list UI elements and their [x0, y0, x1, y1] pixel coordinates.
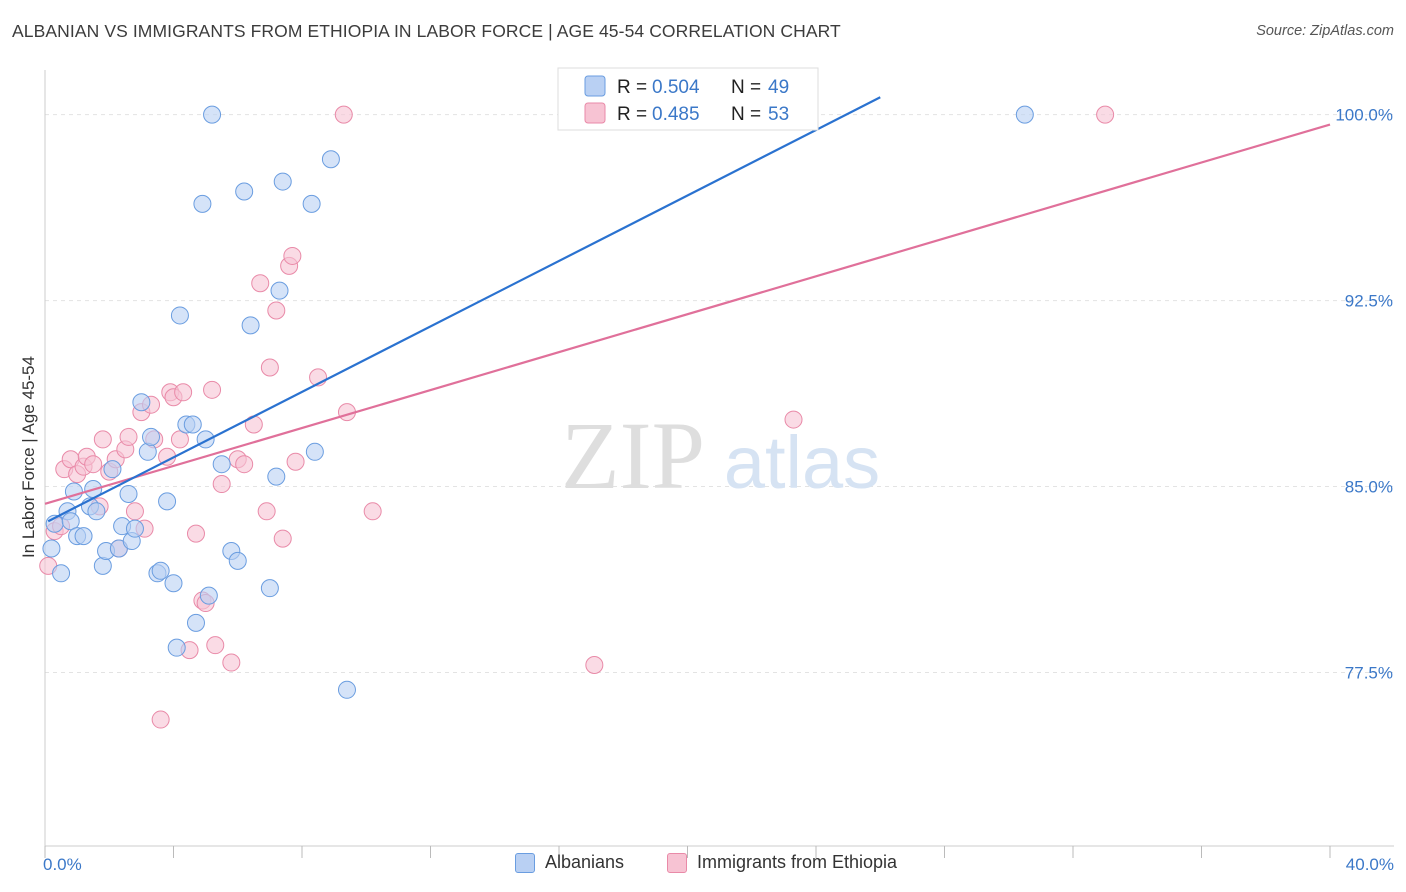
ethiopia-point [186, 524, 205, 543]
ethiopia-point [125, 502, 144, 521]
ethiopia-point [119, 427, 138, 446]
albanians-point [61, 512, 80, 531]
albanians-point [142, 427, 161, 446]
legend-n-value-albanians: 49 [768, 77, 789, 98]
ethiopia-point [286, 452, 305, 471]
ethiopia-point [363, 502, 382, 521]
albanians-point [138, 442, 157, 461]
albanians-point [186, 613, 205, 632]
series-legend: Albanians Immigrants from Ethiopia [0, 852, 1406, 878]
albanians-point [228, 551, 247, 570]
albanians-point [93, 556, 112, 575]
x-tick-label: 0.0% [43, 855, 82, 874]
albanians-point [167, 638, 186, 657]
ethiopia-point [212, 475, 231, 494]
chart-title: ALBANIAN VS IMMIGRANTS FROM ETHIOPIA IN … [12, 21, 841, 41]
legend-n-label-ethiopia: N = [731, 104, 761, 125]
albanians-point [87, 502, 106, 521]
legend-item-ethiopia[interactable]: Immigrants from Ethiopia [667, 852, 897, 873]
legend-n-value-ethiopia: 53 [768, 104, 789, 125]
albanians-point [74, 527, 93, 546]
albanians-point [119, 484, 138, 503]
albanians-point [1015, 105, 1034, 124]
albanians-point [199, 586, 218, 605]
albanians-point [302, 194, 321, 213]
legend-r-value-albanians: 0.504 [652, 77, 700, 98]
albanians-point [267, 467, 286, 486]
albanians-point [212, 455, 231, 474]
correlation-legend: R = 0.504 N = 49 R = 0.485 N = 53 [557, 67, 819, 131]
albanians-point [170, 306, 189, 325]
albanians-swatch [515, 852, 535, 873]
legend-r-value-ethiopia: 0.485 [652, 104, 700, 125]
watermark-atlas: atlas [724, 421, 880, 504]
ethiopia-point [84, 455, 103, 474]
ethiopia-point [170, 430, 189, 449]
legend-swatch-ethiopia [584, 102, 606, 124]
ethiopia-point [784, 410, 803, 429]
albanians-point [196, 430, 215, 449]
trend-lines [44, 96, 1331, 523]
axes: 100.0% 92.5% 85.0% 77.5% 0.0% 40.0% [43, 70, 1394, 874]
albanians-point [193, 194, 212, 213]
albanians-trend-line [47, 96, 881, 523]
legend-swatch-albanians [584, 75, 606, 97]
y-tick-label: 92.5% [1345, 292, 1393, 311]
ethiopia-point [273, 529, 292, 548]
albanians-point [42, 539, 61, 558]
legend-label-ethiopia: Immigrants from Ethiopia [697, 852, 898, 872]
watermark-zip: ZIP [561, 402, 705, 509]
albanians-point [260, 579, 279, 598]
y-axis-label: In Labor Force | Age 45-54 [19, 356, 38, 558]
ethiopia-swatch [667, 852, 687, 873]
albanians-point [151, 561, 170, 580]
legend-label-albanians: Albanians [545, 852, 625, 872]
ethiopia-point [257, 502, 276, 521]
ethiopia-point [206, 636, 225, 655]
legend-r-label-albanians: R = [617, 77, 647, 98]
albanians-point [132, 393, 151, 412]
ethiopia-point [251, 274, 270, 293]
watermark: ZIP atlas [561, 402, 880, 509]
y-tick-label: 100.0% [1335, 106, 1393, 125]
albanians-point [203, 105, 222, 124]
legend-r-label-ethiopia: R = [617, 104, 647, 125]
y-tick-label: 77.5% [1345, 663, 1393, 682]
albanians-point [321, 150, 340, 169]
series-albanians-points [42, 105, 1034, 699]
ethiopia-point [260, 358, 279, 377]
albanians-point [164, 574, 183, 593]
albanians-point [273, 172, 292, 191]
legend-n-label-albanians: N = [731, 77, 761, 98]
legend-item-albanians[interactable]: Albanians [515, 852, 624, 873]
ethiopia-point [174, 383, 193, 402]
ethiopia-trend-line [44, 123, 1331, 505]
albanians-point [305, 442, 324, 461]
albanians-point [241, 316, 260, 335]
albanians-point [103, 460, 122, 479]
albanians-point [337, 680, 356, 699]
albanians-point [270, 281, 289, 300]
albanians-point [235, 182, 254, 201]
albanians-point [183, 415, 202, 434]
ethiopia-point [151, 710, 170, 729]
albanians-point [158, 492, 177, 511]
ethiopia-point [222, 653, 241, 672]
albanians-point [52, 564, 71, 583]
ethiopia-point [1096, 105, 1115, 124]
ethiopia-point [267, 301, 286, 320]
ethiopia-point [283, 246, 302, 265]
y-tick-label: 85.0% [1345, 478, 1393, 497]
albanians-point [125, 519, 144, 538]
x-tick-label: 40.0% [1346, 855, 1394, 874]
source-credit: Source: ZipAtlas.com [1256, 23, 1394, 39]
ethiopia-point [235, 455, 254, 474]
ethiopia-point [203, 380, 222, 399]
ethiopia-point [585, 656, 604, 675]
ethiopia-point [93, 430, 112, 449]
ethiopia-point [334, 105, 353, 124]
